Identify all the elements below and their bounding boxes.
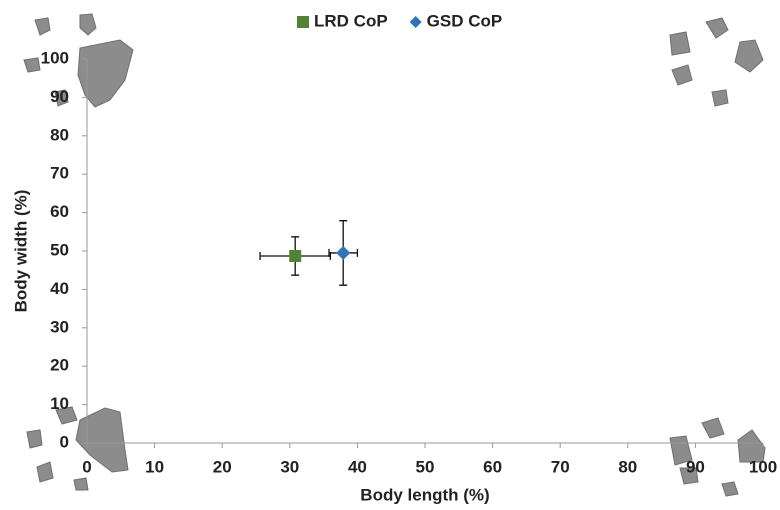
- y-tick-label: 40: [50, 279, 69, 298]
- y-tick-label: 0: [60, 432, 69, 451]
- y-axis-title: Body width (%): [11, 190, 30, 313]
- x-tick-label: 60: [483, 457, 502, 476]
- y-tick-label: 70: [50, 164, 69, 183]
- y-tick-label: 50: [50, 240, 69, 259]
- x-tick-label: 40: [348, 457, 367, 476]
- x-tick-label: 10: [145, 457, 164, 476]
- point: [289, 249, 302, 262]
- x-tick-label: 20: [213, 457, 232, 476]
- paw-prints: [23, 13, 766, 497]
- x-tick-label: 80: [618, 457, 637, 476]
- legend-label: LRD CoP: [314, 11, 388, 30]
- y-tick-label: 60: [50, 202, 69, 221]
- y-tick-label: 20: [50, 356, 69, 375]
- legend-marker: [297, 16, 309, 28]
- x-tick-label: 30: [280, 457, 299, 476]
- legend-label: GSD CoP: [427, 11, 503, 30]
- x-tick-label: 50: [416, 457, 435, 476]
- legend-marker: [409, 16, 422, 28]
- point: [336, 245, 351, 260]
- x-tick-label: 90: [686, 457, 705, 476]
- x-tick-label: 0: [82, 457, 91, 476]
- x-axis-title: Body length (%): [360, 485, 489, 504]
- y-tick-label: 90: [50, 87, 69, 106]
- y-tick-label: 100: [41, 48, 69, 67]
- x-tick-label: 100: [749, 457, 777, 476]
- y-tick-label: 10: [50, 394, 69, 413]
- x-tick-label: 70: [551, 457, 570, 476]
- y-tick-label: 30: [50, 317, 69, 336]
- y-tick-label: 80: [50, 125, 69, 144]
